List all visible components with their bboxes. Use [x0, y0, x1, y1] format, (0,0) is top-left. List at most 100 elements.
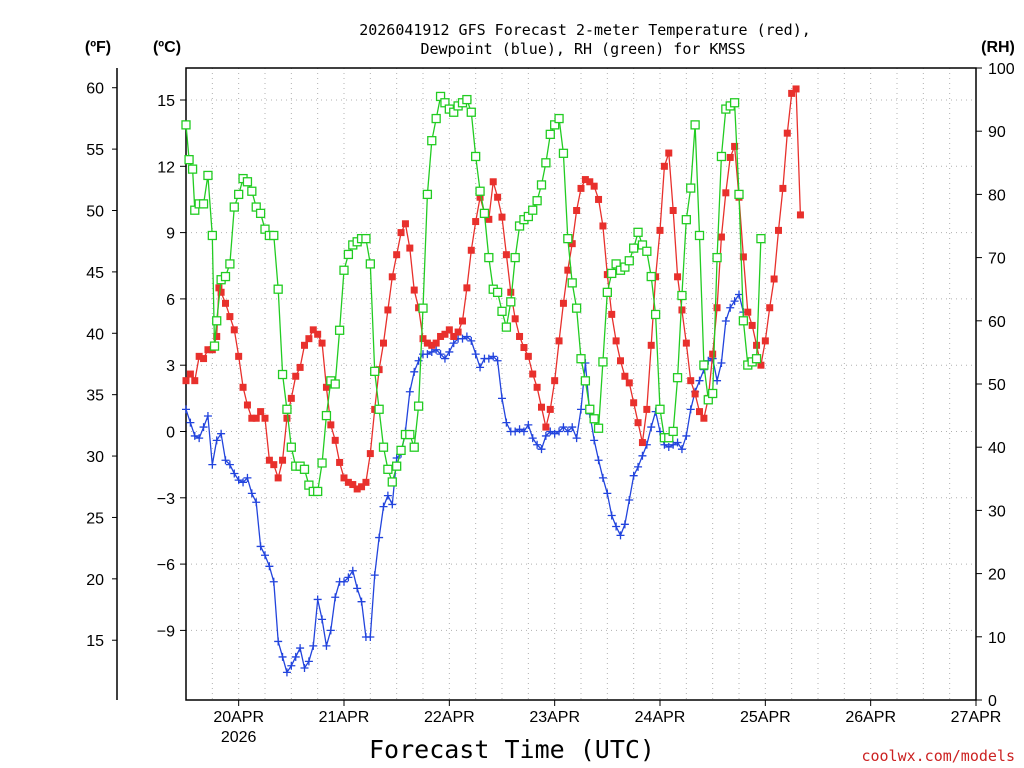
dewpoint-line	[185, 292, 745, 674]
temperature-point	[617, 357, 624, 365]
rh-point	[229, 202, 239, 212]
rh-point	[475, 186, 485, 196]
x-tick-year-label: 2026	[221, 729, 257, 746]
dewpoint-point	[616, 531, 625, 540]
temperature-point	[463, 284, 471, 292]
dewpoint-point	[217, 429, 226, 438]
dewpoint-point	[225, 460, 234, 469]
dewpoint-point	[370, 571, 379, 580]
temperature-point	[529, 370, 537, 378]
temperature-point	[340, 474, 348, 482]
temperature-point	[318, 339, 326, 347]
temperature-point	[731, 142, 739, 150]
dewpoint-point	[647, 423, 656, 432]
temperature-point	[344, 478, 352, 486]
dewpoint-point	[638, 451, 647, 460]
dewpoint-point	[713, 376, 722, 385]
rh-point	[672, 373, 683, 383]
dewpoint-point	[239, 478, 248, 487]
temperature-point	[432, 339, 440, 347]
temperature-point	[384, 306, 392, 314]
temperature-point	[257, 408, 265, 416]
dewpoint-point	[278, 652, 287, 661]
dewpoint-point	[445, 347, 454, 356]
temperature-point	[270, 461, 278, 469]
dewpoint-point	[519, 427, 528, 436]
rh-point	[712, 252, 722, 263]
rh-point	[699, 360, 709, 370]
dewpoint-point	[541, 431, 550, 440]
rh-point	[492, 287, 503, 298]
temperature-point	[665, 149, 673, 157]
temperature-point	[353, 485, 361, 493]
temperature-point	[445, 326, 453, 334]
temperature-point	[555, 337, 563, 345]
dewpoint-point	[366, 633, 375, 642]
rh-point	[598, 357, 608, 367]
chart-title-line-2: Dewpoint (blue), RH (green) for KMSS	[420, 40, 745, 58]
temperature-point	[726, 153, 734, 161]
temperature-point	[327, 421, 335, 429]
dewpoint-point	[344, 573, 353, 582]
celsius-tick-label: −3	[157, 491, 175, 508]
temperature-point	[612, 337, 620, 345]
rh-point	[361, 233, 371, 244]
temperature-point	[459, 317, 466, 325]
dewpoint-point	[375, 533, 384, 542]
temperature-point	[748, 321, 756, 329]
rh-point	[242, 177, 253, 187]
temperature-point	[388, 273, 396, 281]
rh-point	[589, 414, 599, 424]
temperature-point	[301, 341, 308, 349]
dewpoint-point	[405, 387, 414, 396]
rh-point	[642, 246, 652, 256]
rh-point	[247, 186, 257, 196]
rh-tick-label: 20	[988, 567, 1006, 584]
rh-tick-label: 60	[988, 314, 1006, 331]
temperature-point	[279, 456, 287, 464]
temperature-point	[292, 372, 300, 380]
fahrenheit-tick-label: 55	[86, 142, 104, 159]
temperature-point	[358, 483, 366, 491]
temperature-point	[441, 330, 449, 338]
dewpoint-point	[498, 394, 506, 403]
temperature-point	[195, 352, 203, 360]
fahrenheit-tick-label: 50	[86, 204, 104, 221]
celsius-tick-label: −6	[157, 557, 175, 574]
temperature-point	[498, 213, 506, 221]
rh-point	[277, 369, 288, 380]
dewpoint-point	[304, 657, 313, 666]
rh-point	[209, 341, 220, 351]
rh-point	[409, 442, 419, 452]
temperature-point	[647, 341, 655, 349]
credit-link[interactable]: coolwx.com/models	[861, 747, 1015, 765]
dewpoint-point	[313, 595, 322, 604]
rh-point	[299, 464, 310, 474]
rh-point	[203, 170, 213, 181]
celsius-tick-label: 15	[157, 93, 175, 110]
dewpoint-point	[318, 615, 327, 624]
x-tick-label: 24APR	[635, 709, 686, 726]
rh-point	[181, 120, 191, 130]
x-tick-label: 27APR	[951, 709, 1002, 726]
temperature-point	[222, 299, 229, 307]
rh-point	[708, 388, 718, 399]
dewpoint-point	[195, 434, 204, 443]
temperature-point	[792, 85, 800, 93]
dewpoint-point	[476, 363, 485, 372]
celsius-tick-label: 0	[166, 425, 175, 442]
dewpoint-point	[603, 489, 612, 498]
fahrenheit-tick-label: 60	[86, 81, 104, 98]
temperature-point	[467, 246, 475, 254]
dewpoint-point	[208, 460, 217, 469]
rh-point	[313, 486, 323, 497]
dewpoint-point	[331, 593, 340, 602]
dewpoint-point	[186, 418, 195, 427]
dewpoint-point	[471, 350, 480, 359]
rh-point	[471, 151, 481, 162]
temperature-point	[766, 304, 774, 312]
fahrenheit-axis-unit: (ºF)	[85, 39, 111, 56]
dewpoint-point	[677, 445, 686, 454]
rh-point	[422, 189, 433, 200]
rh-point	[655, 404, 665, 414]
